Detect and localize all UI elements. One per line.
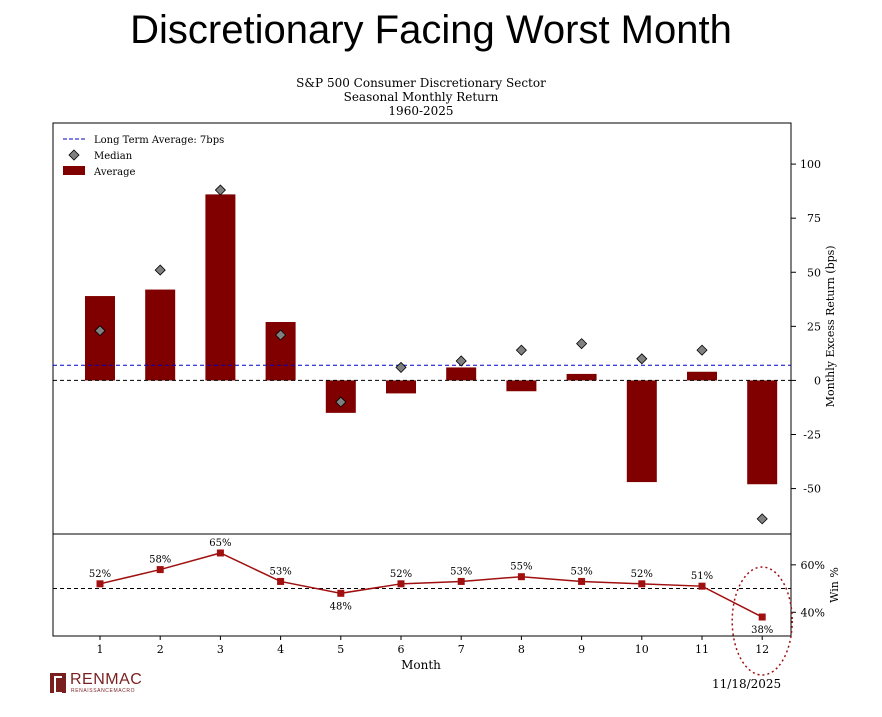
x-tick-label: 8 [518,643,525,656]
win-rate-marker [397,580,405,588]
average-bar [446,367,477,381]
x-tick-label: 3 [217,643,224,656]
brand-name: RENMAC [70,671,143,688]
win-y-axis-label: Win % [828,567,841,603]
chart-title-line: 1960-2025 [388,104,453,118]
median-marker [395,361,407,374]
win-rate-marker [337,589,345,597]
win-rate-marker [517,573,525,581]
win-rate-label: 53% [269,566,291,577]
average-bar [687,371,717,381]
win-rate-label: 53% [570,566,592,577]
average-bar [145,289,176,381]
legend-median-label: Median [94,151,133,162]
average-bar [85,296,115,381]
median-marker [214,184,226,196]
legend-average-label: Average [93,167,136,178]
median-marker [576,338,588,350]
x-tick-label: 4 [277,643,284,656]
y-tick-label: 100 [800,158,821,171]
x-tick-label: 2 [157,643,164,656]
slide-title: Discretionary Facing Worst Month [130,8,732,52]
chart-title-line: Seasonal Monthly Return [344,90,499,104]
y-tick-label: -50 [803,483,821,496]
x-tick-label: 11 [695,643,709,656]
y-tick-label: 25 [807,320,821,333]
win-rate-label: 55% [510,562,532,573]
median-marker [636,353,648,365]
chart-title-line: S&P 500 Consumer Discretionary Sector [296,76,546,90]
win-rate-label: 52% [89,569,111,580]
lower-plot-frame [52,533,792,637]
win-rate-label: 53% [450,566,472,577]
win-rate-label: 48% [330,601,352,612]
win-y-tick-label: 60% [801,559,825,572]
y-tick-label: 75 [807,212,821,225]
legend-lta-label: Long Term Average: 7bps [94,135,224,146]
win-rate-marker [638,580,646,588]
win-rate-marker [578,577,586,585]
win-rate-marker [96,580,104,588]
legend: Long Term Average: 7bps Median Average [63,135,224,178]
y-axis-label: Monthly Excess Return (bps) [824,245,837,407]
y-tick-label: -25 [803,428,821,441]
average-bar [566,373,597,381]
renmac-mark-icon [50,673,66,694]
win-rate-label: 58% [149,555,171,566]
return-panel: 100 75 50 25 0 -25 -50 Monthly Excess Return (b… [53,158,837,525]
win-rate-marker [758,613,766,621]
win-rate-line [99,552,763,618]
win-rate-marker [216,549,224,557]
x-tick-label: 9 [578,643,585,656]
win-rate-panel: 60%40%Win %52%58%65%53%48%52% 53% 55% 53% 52… [53,538,841,676]
average-bar [205,194,236,381]
x-tick-label: 12 [755,643,769,656]
chart-title: S&P 500 Consumer Discretionary SectorSea… [296,76,546,118]
median-marker [515,344,527,356]
win-rate-label: 51% [691,571,713,582]
win-rate-marker [698,582,706,590]
win-rate-marker [156,566,164,574]
y-tick-label: 50 [807,266,821,279]
x-tick-label: 10 [635,643,649,656]
average-bar [506,380,537,392]
average-bar [626,380,657,483]
median-marker [275,329,287,341]
median-marker [335,396,347,408]
brand-tagline: RENAISSANCEMACRO [71,688,136,694]
legend-median-swatch [68,149,80,161]
median-marker [94,325,106,337]
win-y-tick-label: 40% [801,606,825,619]
date-label: 11/18/2025 [712,677,782,691]
win-rate-label: 52% [390,569,412,580]
win-rate-marker [457,577,465,585]
highlight-ellipse [731,566,793,676]
legend-average-swatch [63,166,85,175]
win-rate-label: 65% [209,538,231,549]
median-marker [696,344,708,356]
median-marker [455,355,467,367]
median-marker [154,264,166,276]
median-marker [756,513,768,525]
win-rate-marker [277,577,285,585]
x-tick-label: 5 [337,643,344,656]
x-tick-label: 1 [97,643,104,656]
x-tick-label: 7 [458,643,465,656]
x-axis-label: Month [401,658,441,672]
x-tick-label: 6 [398,643,405,656]
y-tick-label: 0 [814,374,821,387]
average-bar [747,380,778,485]
average-bar [386,380,416,394]
win-rate-label: 38% [751,625,773,636]
win-rate-label: 52% [631,569,653,580]
